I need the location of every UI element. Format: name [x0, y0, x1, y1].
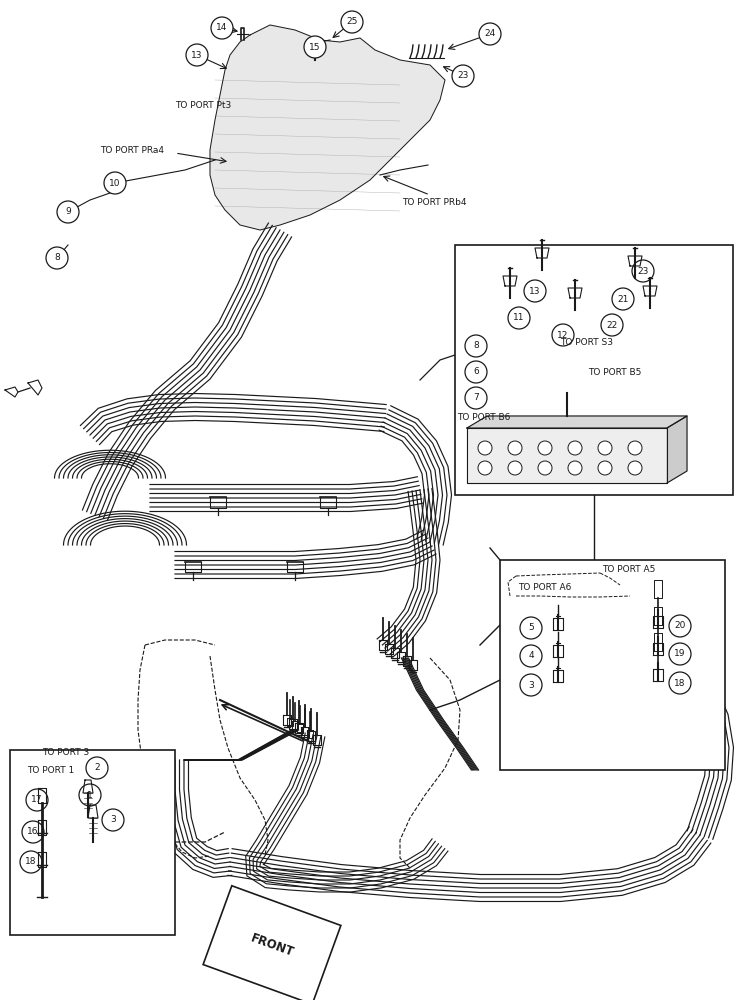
Circle shape — [612, 288, 634, 310]
Circle shape — [104, 172, 126, 194]
Circle shape — [57, 201, 79, 223]
Circle shape — [479, 23, 501, 45]
Text: TO PORT 1: TO PORT 1 — [27, 766, 74, 775]
Text: 7: 7 — [473, 393, 479, 402]
Text: 22: 22 — [606, 320, 618, 330]
Text: 14: 14 — [216, 23, 227, 32]
Polygon shape — [467, 416, 687, 428]
Text: TO PORT PRa4: TO PORT PRa4 — [100, 146, 164, 155]
Text: 3: 3 — [110, 816, 116, 824]
Circle shape — [186, 44, 208, 66]
Text: TO PORT S3: TO PORT S3 — [560, 338, 613, 347]
Text: 3: 3 — [528, 680, 534, 690]
Circle shape — [669, 643, 691, 665]
Text: 24: 24 — [484, 29, 495, 38]
Circle shape — [628, 461, 642, 475]
Circle shape — [465, 387, 487, 409]
Text: 13: 13 — [191, 50, 202, 60]
Circle shape — [524, 280, 546, 302]
Circle shape — [86, 757, 108, 779]
Circle shape — [102, 809, 124, 831]
Circle shape — [568, 441, 582, 455]
Circle shape — [520, 617, 542, 639]
Text: TO PORT A5: TO PORT A5 — [602, 565, 655, 574]
Circle shape — [538, 441, 552, 455]
Text: 8: 8 — [473, 342, 479, 351]
Circle shape — [465, 335, 487, 357]
Text: 13: 13 — [529, 286, 541, 296]
Text: 23: 23 — [457, 72, 469, 81]
Text: TO PORT Pt3: TO PORT Pt3 — [175, 101, 231, 110]
Circle shape — [601, 314, 623, 336]
Text: 23: 23 — [637, 266, 648, 275]
Text: 1: 1 — [87, 790, 93, 800]
Circle shape — [452, 65, 474, 87]
Text: 10: 10 — [109, 178, 121, 188]
Circle shape — [478, 441, 492, 455]
Text: 16: 16 — [27, 828, 39, 836]
Circle shape — [552, 324, 574, 346]
Text: 6: 6 — [473, 367, 479, 376]
Text: 17: 17 — [31, 796, 43, 804]
Text: 4: 4 — [528, 652, 534, 660]
Text: 18: 18 — [674, 678, 686, 688]
Circle shape — [22, 821, 44, 843]
Text: 18: 18 — [25, 857, 37, 866]
Circle shape — [632, 260, 654, 282]
Text: 15: 15 — [309, 42, 321, 51]
FancyBboxPatch shape — [10, 750, 175, 935]
Circle shape — [508, 307, 530, 329]
Circle shape — [26, 789, 48, 811]
Circle shape — [508, 441, 522, 455]
FancyBboxPatch shape — [455, 245, 733, 495]
Circle shape — [538, 461, 552, 475]
Polygon shape — [467, 428, 667, 483]
Text: 8: 8 — [54, 253, 60, 262]
Text: 9: 9 — [65, 208, 71, 217]
Text: 25: 25 — [347, 17, 358, 26]
Polygon shape — [667, 416, 687, 483]
Text: 19: 19 — [674, 650, 686, 658]
Circle shape — [465, 361, 487, 383]
Circle shape — [598, 461, 612, 475]
Text: TO PORT PRb4: TO PORT PRb4 — [402, 198, 467, 207]
Circle shape — [628, 441, 642, 455]
Circle shape — [304, 36, 326, 58]
Circle shape — [568, 461, 582, 475]
Circle shape — [520, 674, 542, 696]
Circle shape — [520, 645, 542, 667]
Circle shape — [20, 851, 42, 873]
Text: 11: 11 — [513, 314, 525, 322]
Text: 5: 5 — [528, 624, 534, 633]
Circle shape — [508, 461, 522, 475]
Text: 20: 20 — [674, 621, 686, 631]
Text: 12: 12 — [557, 330, 569, 340]
Circle shape — [46, 247, 68, 269]
Circle shape — [669, 615, 691, 637]
Circle shape — [211, 17, 233, 39]
Polygon shape — [210, 25, 445, 230]
Text: TO PORT A6: TO PORT A6 — [518, 583, 571, 592]
Circle shape — [79, 784, 101, 806]
Text: 21: 21 — [618, 294, 629, 304]
FancyBboxPatch shape — [500, 560, 725, 770]
Text: TO PORT 3: TO PORT 3 — [42, 748, 89, 757]
Text: TO PORT B5: TO PORT B5 — [588, 368, 641, 377]
Text: TO PORT B6: TO PORT B6 — [457, 413, 510, 422]
Circle shape — [598, 441, 612, 455]
Circle shape — [669, 672, 691, 694]
Circle shape — [478, 461, 492, 475]
Text: FRONT: FRONT — [249, 931, 295, 959]
Text: 2: 2 — [94, 764, 100, 772]
Circle shape — [341, 11, 363, 33]
